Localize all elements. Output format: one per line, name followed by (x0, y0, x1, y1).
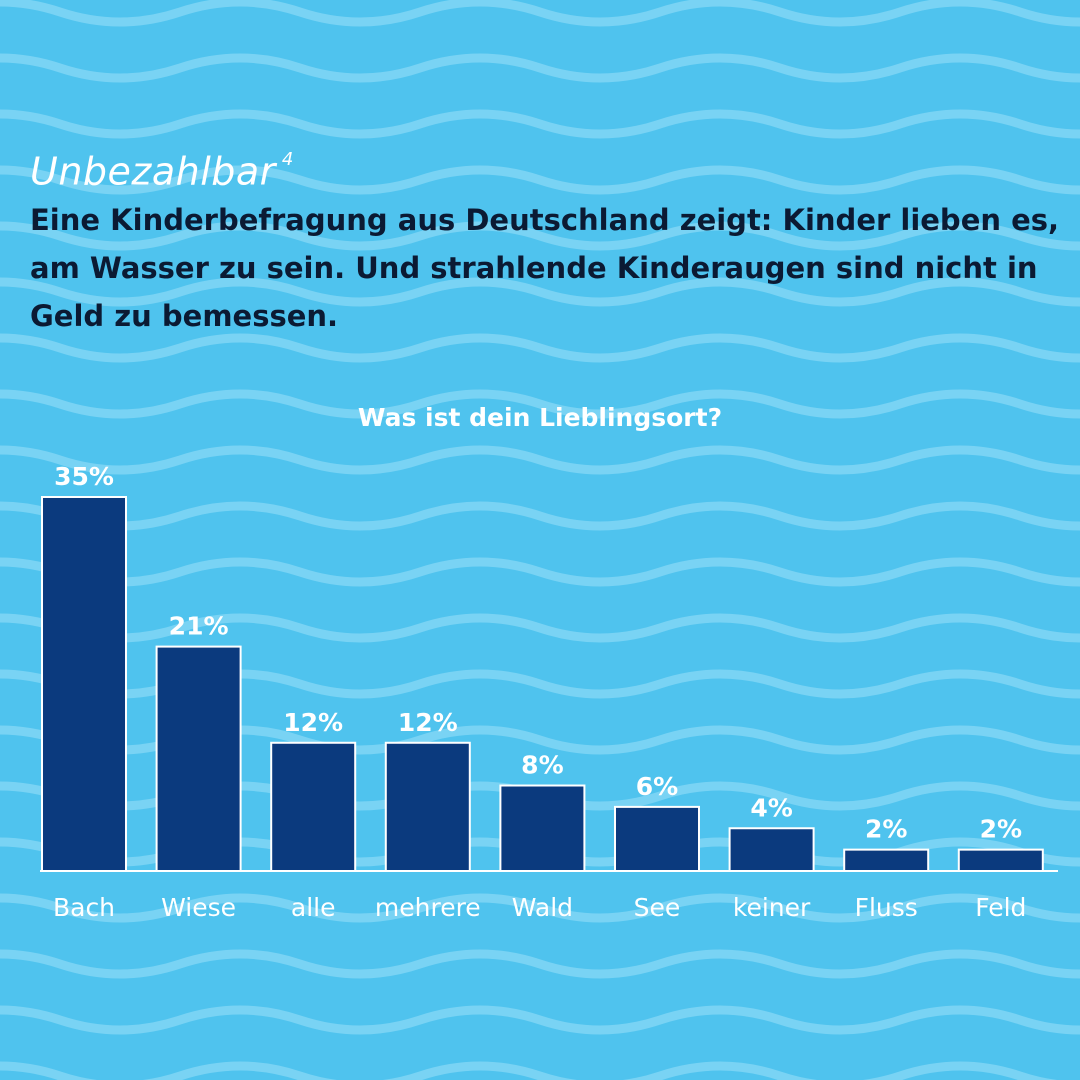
value-label: 2% (865, 815, 907, 844)
bar-chart: Was ist dein Lieblingsort? 35% Bach 21% Wie… (40, 403, 1058, 922)
bar-see (614, 805, 700, 872)
category-label: Wald (512, 893, 573, 922)
value-label: 8% (521, 751, 563, 780)
bar-alle (270, 741, 357, 872)
wave-line (0, 613, 1080, 643)
wave-line (0, 53, 1080, 83)
value-label: 2% (980, 815, 1022, 844)
wave-line (0, 277, 1080, 307)
value-label: 12% (283, 708, 343, 737)
category-label: See (634, 893, 681, 922)
chart-title: Was ist dein Lieblingsort? (358, 403, 722, 432)
value-label: 6% (636, 772, 678, 801)
bar-wiese (155, 645, 242, 872)
wave-line (0, 109, 1080, 139)
bar-wald (499, 784, 586, 872)
brand-title: Unbezahlbar 4 (30, 140, 294, 198)
category-label: Fluss (855, 893, 918, 922)
wave-line (0, 221, 1080, 251)
value-label: 35% (54, 462, 114, 491)
wave-line (0, 389, 1080, 419)
subtitle: Eine Kinderbefragung aus Deutschland zei… (30, 203, 1060, 333)
category-label: mehrere (375, 893, 481, 922)
bar-feld (957, 848, 1044, 872)
wave-line (0, 949, 1080, 979)
wave-line (0, 0, 1080, 27)
category-label: alle (291, 893, 336, 922)
category-label: keiner (733, 893, 811, 922)
bar-keiner (728, 827, 815, 872)
brand-text: Unbezahlbar (30, 149, 276, 194)
wave-line (0, 1005, 1080, 1035)
wave-line (0, 669, 1080, 699)
category-label: Feld (975, 893, 1026, 922)
category-label: Wiese (161, 893, 236, 922)
bars: 35% Bach 21% Wiese 12% alle 12% mehrere 8% Wald 6%… (41, 462, 1044, 922)
value-label: 4% (750, 793, 792, 822)
bar-fluss (843, 848, 930, 872)
wave-line (0, 893, 1080, 923)
wave-line (0, 557, 1080, 587)
wave-line (0, 445, 1080, 475)
category-label: Bach (53, 893, 115, 922)
bar-mehrere (384, 741, 471, 872)
value-label: 12% (398, 708, 458, 737)
bar-bach (41, 496, 127, 872)
brand-superscript: 4 (281, 149, 294, 170)
wave-line (0, 1061, 1058, 1080)
wave-line (0, 501, 1080, 531)
wave-line (0, 165, 1080, 195)
wave-line (0, 333, 1080, 363)
value-label: 21% (169, 612, 229, 641)
wave-line (0, 725, 1080, 755)
